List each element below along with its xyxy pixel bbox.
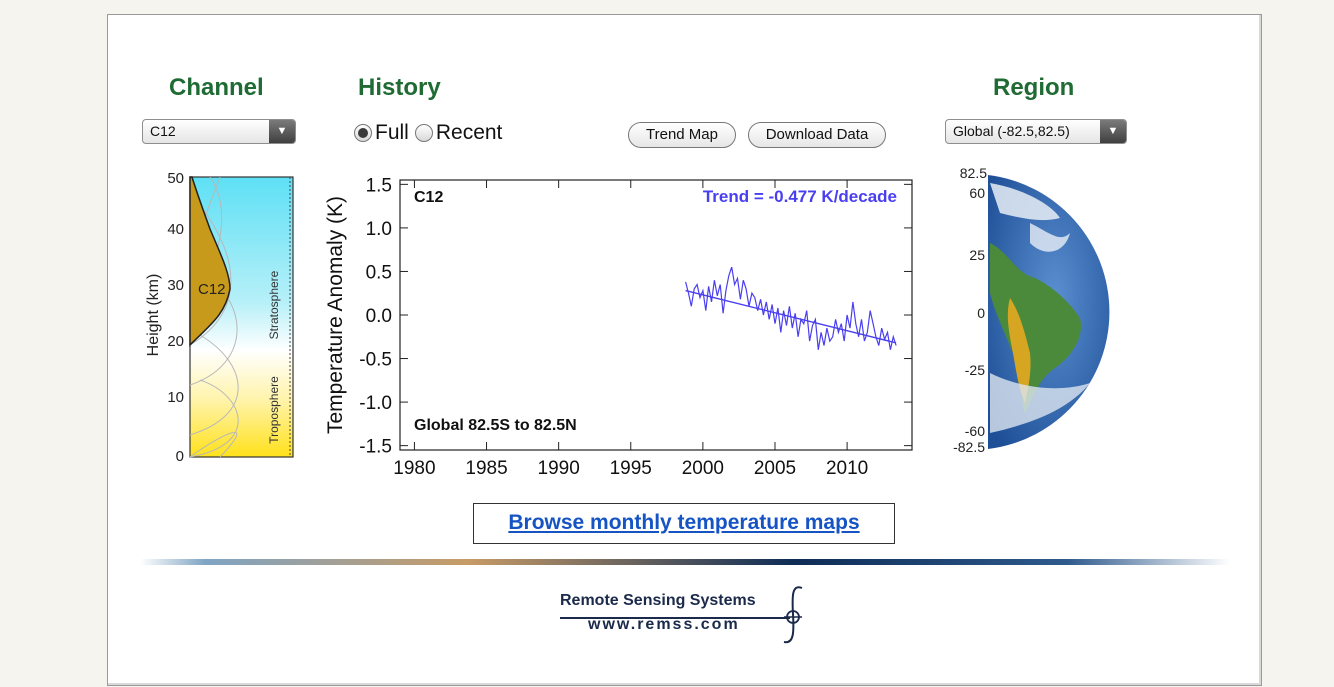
channel-select[interactable]: C12 ▼	[142, 119, 296, 144]
y-tick-label: 0.0	[366, 306, 392, 327]
cloud-band	[1030, 223, 1070, 252]
chevron-down-icon: ▼	[269, 120, 295, 143]
height-tick: 50	[167, 170, 184, 187]
series-layer	[685, 266, 897, 350]
chevron-down-icon: ▼	[1100, 120, 1126, 143]
x-tick-label: 2000	[682, 458, 724, 479]
browse-maps-link[interactable]: Browse monthly temperature maps	[508, 511, 860, 534]
y-tick-label: 1.5	[366, 175, 392, 196]
height-tick: 30	[167, 277, 184, 294]
plot-frame	[399, 179, 913, 451]
height-axis-label: Height (km)	[145, 274, 162, 357]
region-heading: Region	[993, 74, 1075, 101]
x-tick-label: 2005	[754, 458, 796, 479]
logo-url: www.remss.com	[588, 616, 740, 633]
y-tick-label: -1.0	[359, 393, 392, 414]
x-tick-label: 1990	[538, 458, 580, 479]
height-tick: 20	[167, 333, 184, 350]
region-select-value: Global (-82.5,82.5)	[953, 123, 1070, 139]
height-tick: 0	[176, 448, 184, 465]
channel-curve-label: C12	[198, 281, 226, 298]
region-globe: 82.5 60 25 0 -25 -60 -82.5	[953, 165, 1110, 455]
latitude-label: 82.5	[960, 165, 987, 181]
temperature-anomaly-chart: 1980 1985 1990 1995 2000 2005 2010 1.5 1.0 0.5 0.0…	[324, 175, 913, 479]
x-tick-label: 1980	[393, 458, 435, 479]
radio-full[interactable]	[354, 124, 372, 142]
weighting-function-panel: C12 0 10 20 30 40 50 Height (km) Stratos…	[145, 170, 294, 465]
download-data-button[interactable]: Download Data	[748, 122, 886, 148]
weighting-curve	[189, 431, 238, 458]
latitude-label: -82.5	[953, 439, 985, 455]
latitude-label: -25	[965, 362, 985, 378]
region-annotation: Global 82.5S to 82.5N	[414, 417, 577, 434]
south-america-landmass	[990, 243, 1081, 413]
logo-name: Remote Sensing Systems	[560, 592, 756, 609]
chart-corner-label: C12	[414, 189, 443, 206]
cloud-band	[990, 373, 1090, 433]
radio-recent-label: Recent	[435, 121, 503, 144]
channel-select-value: C12	[150, 123, 176, 139]
radio-recent[interactable]	[414, 124, 433, 142]
cloud-band	[990, 183, 1060, 221]
x-tick-label: 2010	[826, 458, 868, 479]
axis-ticks: 1980 1985 1990 1995 2000 2005 2010 1.5 1.0 0.5 0.0…	[359, 175, 912, 479]
browse-maps-box: Browse monthly temperature maps	[473, 503, 895, 544]
decorative-divider	[140, 559, 1230, 565]
region-select[interactable]: Global (-82.5,82.5) ▼	[945, 119, 1127, 144]
y-tick-label: -1.5	[359, 437, 392, 458]
logo-rule	[560, 617, 790, 619]
trend-line	[685, 289, 897, 344]
stratosphere-label: Stratosphere	[267, 270, 281, 339]
x-tick-label: 1985	[465, 458, 507, 479]
weighting-curve	[189, 379, 239, 458]
height-tick: 40	[167, 221, 184, 238]
trend-map-button[interactable]: Trend Map	[628, 122, 736, 148]
y-tick-label: 1.0	[366, 219, 392, 240]
troposphere-label: Troposphere	[267, 376, 281, 444]
height-tick: 10	[167, 389, 184, 406]
latitude-label: 0	[977, 305, 985, 321]
trend-annotation: Trend = -0.477 K/decade	[703, 187, 897, 206]
history-heading: History	[358, 74, 441, 101]
integral-icon	[783, 586, 803, 644]
latitude-label: 60	[969, 185, 985, 201]
latitude-label: -60	[965, 423, 985, 439]
weighting-curve	[189, 334, 239, 436]
y-tick-label: 0.5	[366, 262, 392, 283]
y-tick-label: -0.5	[359, 350, 392, 371]
channel-heading: Channel	[169, 74, 264, 101]
rss-logo[interactable]: Remote Sensing Systems www.remss.com	[560, 586, 803, 644]
andes-region	[1007, 298, 1031, 403]
selected-weighting-function	[189, 176, 231, 347]
y-axis-title: Temperature Anomaly (K)	[324, 196, 347, 434]
x-tick-label: 1995	[610, 458, 652, 479]
radio-full-label: Full	[375, 121, 409, 144]
latitude-label: 25	[969, 247, 985, 263]
history-radio-group: Full Recent	[354, 121, 508, 145]
